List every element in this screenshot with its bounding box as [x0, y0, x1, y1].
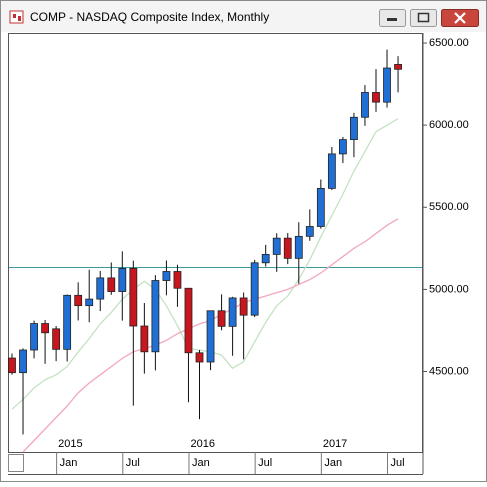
maximize-button[interactable]	[410, 9, 437, 27]
window-title: COMP - NASDAQ Composite Index, Monthly	[30, 10, 269, 24]
candle-body	[327, 153, 336, 189]
candle-body	[338, 139, 347, 155]
plot-layer: 4500.00 5000.00 5500.00 6000.00 6500.00 Jan Ju…	[8, 37, 469, 474]
candle-body	[8, 357, 16, 374]
corner-box[interactable]	[8, 454, 24, 472]
candle-body	[52, 328, 61, 350]
plot-area	[8, 33, 423, 453]
candle-body	[19, 349, 27, 374]
candle-body	[294, 235, 303, 259]
year-label: 2015	[58, 438, 82, 450]
y-tick-label: 4500.00	[429, 365, 469, 377]
candle-body	[30, 323, 38, 351]
candle-body	[228, 297, 237, 327]
x-tick-label: Jul	[391, 457, 405, 469]
candle-body	[63, 294, 72, 350]
candle-body	[250, 262, 259, 316]
y-tick-label: 6500.00	[429, 37, 469, 49]
candle-body	[74, 294, 83, 307]
x-tick-label: Jan	[60, 457, 78, 469]
y-tick-label: 5000.00	[429, 283, 469, 295]
candle-body	[151, 280, 160, 353]
candle-body	[283, 237, 292, 259]
y-tick-label: 5500.00	[429, 201, 469, 213]
candle-body	[383, 67, 391, 103]
minimize-button[interactable]	[379, 9, 406, 27]
candle-body	[261, 254, 270, 264]
candle-body	[173, 271, 182, 289]
candle-body	[195, 352, 204, 363]
year-label: 2017	[323, 438, 347, 450]
x-tick-label: Jan	[324, 457, 342, 469]
y-tick-label: 6000.00	[429, 119, 469, 131]
candle-body	[129, 267, 138, 327]
candle-body	[162, 271, 171, 281]
candle-body	[361, 92, 369, 118]
candle-body	[239, 297, 248, 316]
candle-body	[118, 267, 127, 292]
candle-body	[107, 277, 116, 292]
x-tick-label: Jul	[258, 457, 272, 469]
candle-body	[41, 323, 49, 334]
candle-body	[140, 325, 149, 353]
x-tick-label: Jul	[126, 457, 140, 469]
x-tick-label: Jan	[192, 457, 210, 469]
candle-body	[85, 298, 94, 307]
candle-body	[217, 310, 226, 327]
candle-body	[316, 187, 325, 227]
candle-body	[372, 92, 380, 103]
moving-average-line	[11, 118, 399, 410]
candle-body	[394, 63, 402, 70]
candle-body	[305, 226, 314, 237]
candle-body	[206, 310, 215, 363]
candle-body	[272, 237, 281, 255]
candle-body	[184, 287, 193, 354]
close-button[interactable]	[441, 9, 479, 27]
year-label: 2016	[190, 438, 214, 450]
candle-body	[96, 277, 105, 300]
app-icon	[9, 10, 24, 24]
candle-body	[350, 116, 358, 141]
